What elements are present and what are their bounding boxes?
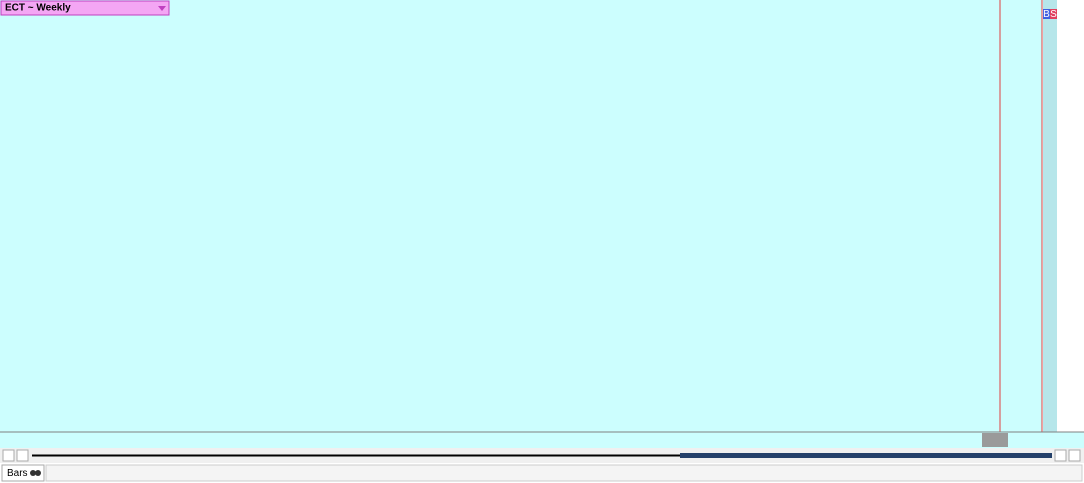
- symbol-title: ECT ~ Weekly: [5, 3, 71, 14]
- symbol-dropdown[interactable]: [0, 0, 170, 16]
- tab-icon: [30, 470, 36, 476]
- scroll-right-button[interactable]: [1054, 449, 1067, 462]
- scroll-thumb[interactable]: [680, 453, 1052, 458]
- scroll-start-button[interactable]: [2, 449, 15, 462]
- x-axis-area: [0, 432, 1084, 448]
- status-bar: [45, 464, 1083, 482]
- buy-label: B: [1043, 9, 1050, 20]
- tab-icon: [35, 470, 41, 476]
- y-axis-area: [1000, 0, 1042, 432]
- plot-area: [0, 0, 1000, 432]
- right-strip: [1043, 0, 1057, 432]
- chart-style-label: Bars: [7, 468, 28, 479]
- buy-button[interactable]: [1043, 9, 1050, 19]
- dropdown-arrow[interactable]: [158, 6, 166, 11]
- time-marker: [982, 433, 1008, 447]
- sell-button[interactable]: [1050, 9, 1057, 19]
- chart-style-tab[interactable]: [1, 464, 45, 482]
- scroll-left-button[interactable]: [16, 449, 29, 462]
- sell-label: S: [1050, 9, 1057, 20]
- scroll-end-button[interactable]: [1068, 449, 1081, 462]
